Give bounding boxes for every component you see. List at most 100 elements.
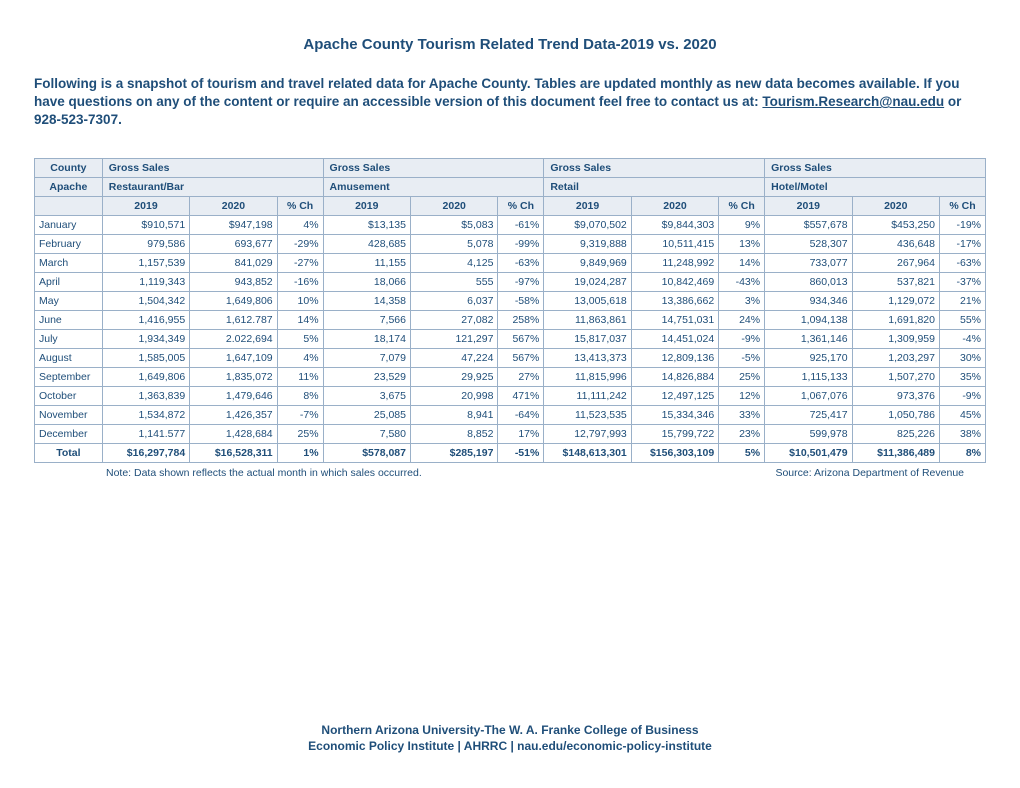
th-pct: % Ch — [277, 196, 323, 215]
table-cell: -37% — [939, 272, 985, 291]
table-cell: May — [35, 291, 103, 310]
table-cell: 14,826,884 — [631, 367, 718, 386]
table-cell: June — [35, 310, 103, 329]
table-cell: 11,155 — [323, 253, 410, 272]
table-cell: 55% — [939, 310, 985, 329]
table-cell: $557,678 — [765, 215, 852, 234]
th-cat-3: Retail — [544, 177, 765, 196]
table-cell: January — [35, 215, 103, 234]
table-cell: 841,029 — [190, 253, 277, 272]
table-cell: 267,964 — [852, 253, 939, 272]
table-cell: 1,050,786 — [852, 405, 939, 424]
table-cell: 1,504,342 — [102, 291, 189, 310]
table-cell: 1,934,349 — [102, 329, 189, 348]
table-cell: 428,685 — [323, 234, 410, 253]
table-cell: 27,082 — [410, 310, 497, 329]
table-cell: 14,358 — [323, 291, 410, 310]
table-cell: 10,511,415 — [631, 234, 718, 253]
table-cell: September — [35, 367, 103, 386]
page-title: Apache County Tourism Related Trend Data… — [34, 36, 986, 53]
table-cell: 18,066 — [323, 272, 410, 291]
th-gross-2: Gross Sales — [323, 158, 544, 177]
table-cell: -58% — [498, 291, 544, 310]
table-cell: 1,647,109 — [190, 348, 277, 367]
table-cell: 1,141.577 — [102, 424, 189, 443]
table-cell: -4% — [939, 329, 985, 348]
table-row: April1,119,343943,852-16%18,066555-97%19… — [35, 272, 986, 291]
table-cell: 23% — [719, 424, 765, 443]
th-cat-4: Hotel/Motel — [765, 177, 986, 196]
th-pct: % Ch — [939, 196, 985, 215]
table-header-row-2: Apache Restaurant/Bar Amusement Retail H… — [35, 177, 986, 196]
table-cell: $16,528,311 — [190, 443, 277, 462]
table-cell: 10,842,469 — [631, 272, 718, 291]
table-cell: 1,649,806 — [190, 291, 277, 310]
table-cell: 11,863,861 — [544, 310, 631, 329]
table-cell: -7% — [277, 405, 323, 424]
table-cell: -9% — [719, 329, 765, 348]
table-cell: -99% — [498, 234, 544, 253]
table-cell: 733,077 — [765, 253, 852, 272]
table-cell: -64% — [498, 405, 544, 424]
table-cell: July — [35, 329, 103, 348]
table-cell: 825,226 — [852, 424, 939, 443]
table-cell: 13% — [719, 234, 765, 253]
table-cell: 11,523,535 — [544, 405, 631, 424]
table-row: February979,586693,677-29%428,6855,078-9… — [35, 234, 986, 253]
th-2019: 2019 — [323, 196, 410, 215]
table-cell: 23,529 — [323, 367, 410, 386]
table-cell: 24% — [719, 310, 765, 329]
table-cell: 13,386,662 — [631, 291, 718, 310]
table-cell: 1,479,646 — [190, 386, 277, 405]
table-cell: 27% — [498, 367, 544, 386]
table-cell: 1,416,955 — [102, 310, 189, 329]
table-cell: March — [35, 253, 103, 272]
table-cell: $285,197 — [410, 443, 497, 462]
table-cell: 1,067,076 — [765, 386, 852, 405]
th-2020: 2020 — [852, 196, 939, 215]
table-cell: 599,978 — [765, 424, 852, 443]
table-cell: 9,849,969 — [544, 253, 631, 272]
table-cell: -63% — [939, 253, 985, 272]
table-cell: 121,297 — [410, 329, 497, 348]
table-cell: 1,612.787 — [190, 310, 277, 329]
table-cell: 860,013 — [765, 272, 852, 291]
table-row: March1,157,539841,029-27%11,1554,125-63%… — [35, 253, 986, 272]
table-cell: -16% — [277, 272, 323, 291]
table-cell: 1,363,839 — [102, 386, 189, 405]
table-cell: 18,174 — [323, 329, 410, 348]
table-row-total: Total$16,297,784$16,528,3111%$578,087$28… — [35, 443, 986, 462]
table-cell: 7,566 — [323, 310, 410, 329]
table-row: June1,416,9551,612.78714%7,56627,082258%… — [35, 310, 986, 329]
table-cell: -29% — [277, 234, 323, 253]
table-cell: $10,501,479 — [765, 443, 852, 462]
data-table: County Gross Sales Gross Sales Gross Sal… — [34, 158, 986, 463]
table-cell: 4% — [277, 348, 323, 367]
table-cell: 1,691,820 — [852, 310, 939, 329]
table-cell: 943,852 — [190, 272, 277, 291]
table-cell: 725,417 — [765, 405, 852, 424]
table-cell: $156,303,109 — [631, 443, 718, 462]
table-cell: 567% — [498, 329, 544, 348]
table-cell: 1,835,072 — [190, 367, 277, 386]
table-cell: 979,586 — [102, 234, 189, 253]
table-cell: $11,386,489 — [852, 443, 939, 462]
table-cell: 4% — [277, 215, 323, 234]
table-cell: 12,809,136 — [631, 348, 718, 367]
th-gross-1: Gross Sales — [102, 158, 323, 177]
table-cell: February — [35, 234, 103, 253]
table-cell: 973,376 — [852, 386, 939, 405]
table-cell: 1,094,138 — [765, 310, 852, 329]
table-cell: December — [35, 424, 103, 443]
table-cell: 8% — [277, 386, 323, 405]
table-cell: 21% — [939, 291, 985, 310]
table-cell: 1,203,297 — [852, 348, 939, 367]
table-cell: 3,675 — [323, 386, 410, 405]
table-cell: 1,534,872 — [102, 405, 189, 424]
th-2020: 2020 — [190, 196, 277, 215]
th-county-name: Apache — [35, 177, 103, 196]
table-cell: 1,585,005 — [102, 348, 189, 367]
th-county: County — [35, 158, 103, 177]
table-cell: 11% — [277, 367, 323, 386]
table-cell: -97% — [498, 272, 544, 291]
